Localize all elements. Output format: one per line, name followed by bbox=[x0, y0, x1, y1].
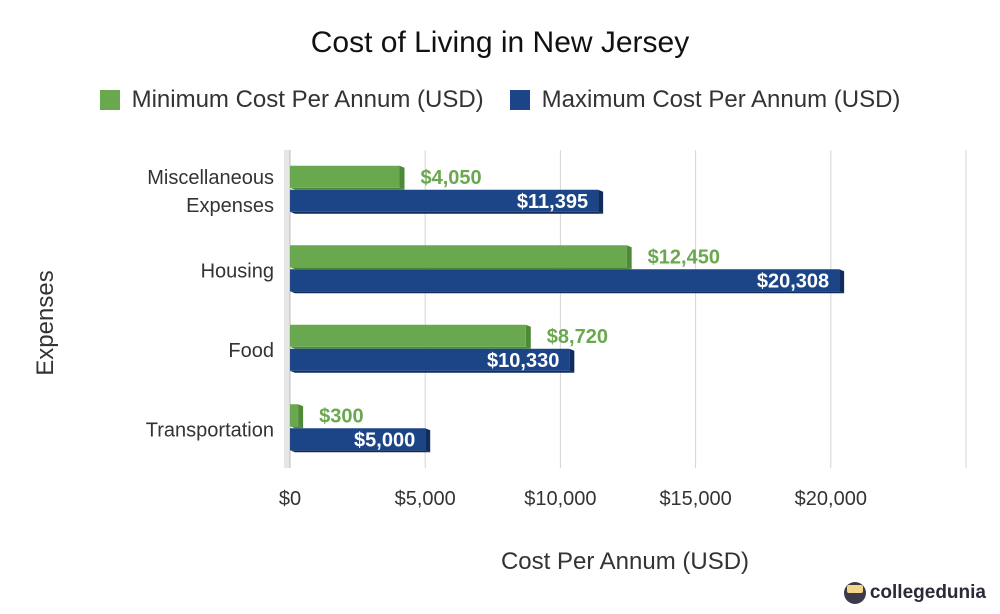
bar-depth bbox=[425, 428, 431, 453]
axis-wall bbox=[284, 150, 290, 468]
x-axis-label: Cost Per Annum (USD) bbox=[500, 548, 750, 575]
bar-maximum bbox=[290, 348, 570, 371]
bar-minimum bbox=[290, 324, 526, 347]
legend-item-maximum: Maximum Cost Per Annum (USD) bbox=[509, 86, 901, 114]
x-tick-label: $10,000 bbox=[524, 488, 596, 510]
bar-depth bbox=[290, 426, 304, 429]
category-label: Miscellaneous bbox=[147, 167, 274, 189]
bar-depth bbox=[839, 269, 845, 294]
bar-maximum bbox=[290, 428, 426, 451]
data-label-minimum: $4,050 bbox=[421, 167, 482, 189]
x-tick-label: $0 bbox=[279, 488, 301, 510]
data-label-maximum: $10,330 bbox=[487, 350, 559, 372]
data-label-minimum: $8,720 bbox=[547, 326, 608, 348]
x-tick-label: $15,000 bbox=[659, 488, 731, 510]
data-label-minimum: $12,450 bbox=[648, 246, 720, 268]
data-label-maximum: $5,000 bbox=[354, 429, 415, 451]
data-label-maximum: $11,395 bbox=[517, 191, 588, 213]
category-label: Housing bbox=[201, 260, 274, 282]
category-label: Food bbox=[228, 340, 274, 362]
bar-depth bbox=[290, 450, 431, 453]
bar-depth bbox=[290, 291, 845, 294]
legend-label-maximum: Maximum Cost Per Annum (USD) bbox=[541, 86, 901, 113]
bar-depth bbox=[290, 346, 531, 349]
logo-icon bbox=[843, 582, 866, 604]
chart-legend: Minimum Cost Per Annum (USD) Maximum Cos… bbox=[0, 86, 1000, 114]
bar-maximum bbox=[290, 269, 840, 292]
legend-label-minimum: Minimum Cost Per Annum (USD) bbox=[131, 86, 484, 113]
bar-depth bbox=[569, 348, 575, 373]
bar-depth bbox=[290, 267, 632, 270]
bar-depth bbox=[290, 211, 604, 214]
chart-title: Cost of Living in New Jersey bbox=[310, 26, 690, 59]
bar-depth bbox=[298, 404, 304, 429]
logo-text: collegedunia bbox=[869, 582, 986, 603]
bar-depth bbox=[626, 245, 632, 270]
legend-item-minimum: Minimum Cost Per Annum (USD) bbox=[99, 86, 484, 114]
bar-depth bbox=[399, 165, 405, 190]
bar-depth bbox=[525, 324, 531, 349]
x-tick-label: $5,000 bbox=[395, 488, 456, 510]
legend-swatch-minimum bbox=[99, 90, 120, 110]
data-label-minimum: $300 bbox=[319, 405, 364, 427]
bar-minimum bbox=[290, 245, 627, 268]
bar-minimum bbox=[290, 165, 400, 188]
bar-depth bbox=[290, 187, 405, 190]
legend-swatch-maximum bbox=[509, 90, 530, 110]
x-tick-label: $20,000 bbox=[795, 488, 867, 510]
category-label: Expenses bbox=[186, 195, 274, 217]
bar-depth bbox=[290, 370, 575, 373]
collegedunia-logo: collegedunia bbox=[843, 582, 986, 604]
category-label: Transportation bbox=[146, 419, 274, 441]
bar-minimum bbox=[290, 404, 299, 427]
bar-depth bbox=[598, 189, 604, 214]
data-label-maximum: $20,308 bbox=[757, 270, 829, 292]
bar-maximum bbox=[290, 189, 599, 212]
